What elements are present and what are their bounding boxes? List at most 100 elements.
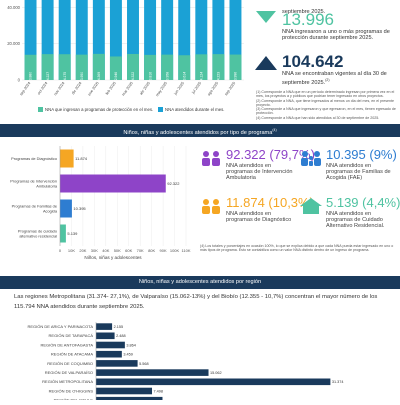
y-tick-label: REGIÓN DE TARAPACÁ <box>49 333 94 338</box>
y-tick-label: 20.000 <box>7 41 20 46</box>
up-arrow-icon <box>255 56 277 75</box>
section-programa-title: Niños, niñas y adolescentes atendidos po… <box>123 129 273 136</box>
mid-stat-diagnostico: 11.874 (10,3%) NNA atendidos en programa… <box>200 196 314 246</box>
bar-value-label: 13.816 <box>148 72 152 82</box>
bar-atendidos <box>24 0 37 80</box>
bar-value-label: 13.614 <box>182 72 186 82</box>
bar-region <box>96 323 113 330</box>
ingresos-value: 13.996 <box>282 10 334 29</box>
bar-value-label: 13.880 <box>29 72 33 82</box>
bar-atendidos <box>161 0 174 80</box>
bar-ingresos <box>178 55 191 80</box>
top-stat-vigentes: 104.642 NNA se encontraban vigentes al d… <box>282 53 398 87</box>
y-tick-label: REGIÓN DE COQUIMBO <box>47 361 93 366</box>
bar-value-label: 10.395 <box>73 206 86 211</box>
x-tick-label: 0 <box>59 248 62 253</box>
top-stat-ingresos: 13.996 NNA ingresaron a uno o más progra… <box>282 11 398 42</box>
note-mid: (4) Los totales y porcentajes en ocasión… <box>200 244 394 253</box>
ambulatoria-desc: NNA atendidos en programas de Intervenci… <box>226 163 293 182</box>
bar-value-label: 14.124 <box>200 72 204 82</box>
bar-ingresos <box>161 54 174 80</box>
x-tick-label: 40K <box>102 248 109 253</box>
y-tick-label: Programas de Diagnóstico <box>11 156 57 161</box>
x-tick-label: ene 2025 <box>87 81 99 96</box>
section-banner-region: Niños, niñas y adolescentes atendidos po… <box>0 276 400 289</box>
top-stat-period-text: septiembre 2025. <box>282 9 326 15</box>
bar-ingresos <box>144 54 157 80</box>
bar-value-label: 14.223 <box>217 72 221 82</box>
y-tick-label: REGIÓN DE ATACAMA <box>51 352 93 357</box>
x-tick-label: 100K <box>170 248 180 253</box>
bar-region <box>96 387 153 395</box>
bar-region <box>96 350 122 358</box>
bar-programa <box>60 199 72 218</box>
people-icon <box>202 151 220 166</box>
ingresos-desc: NNA ingresaron a uno o más programas de … <box>282 29 390 42</box>
bar-value-label: 3.864 <box>126 343 136 347</box>
bar-ingresos <box>41 54 54 80</box>
top-stat-period: septiembre 2025. <box>282 0 398 18</box>
y-tick-label: Programas de Intervención Ambulatoria <box>10 179 58 189</box>
y-tick-label: REGIÓN METROPOLITANA <box>42 379 93 384</box>
x-tick-label: 80K <box>148 248 155 253</box>
x-tick-label: 90K <box>160 248 167 253</box>
people-icon <box>202 199 220 214</box>
fae-value: 10.395 (9%) <box>326 147 397 162</box>
y-tick-label: 40.000 <box>7 5 20 10</box>
vigentes-desc: NNA se encontraban vigentes al día 30 de… <box>282 71 387 87</box>
x-tick-label: jul 2025 <box>191 81 202 95</box>
legend-swatch-atendidos <box>158 107 163 112</box>
y-tick-label: REGIÓN DE O'HIGGINS <box>49 388 94 393</box>
bar-ingresos <box>127 53 139 80</box>
bar-ingresos <box>24 54 37 80</box>
bar-atendidos <box>109 0 122 81</box>
x-tick-label: 50K <box>114 248 121 253</box>
y-tick-label: REGIÓN DE ANTOFAGASTA <box>40 342 93 347</box>
bar-value-label: 92.322 <box>167 181 180 186</box>
y-tick-label: Programas de Familias de Acogida <box>12 204 58 214</box>
house-icon <box>300 198 322 214</box>
bar-ingresos <box>75 54 88 80</box>
diagnostico-value: 11.874 (10,3%) <box>226 195 314 210</box>
x-tick-label: 70K <box>137 248 144 253</box>
bar-ingresos <box>109 56 122 80</box>
fae-desc: NNA atendidos en programas de Familias d… <box>326 163 391 182</box>
mid-stat-ambulatoria: 92.322 (79,7%) NNA atendidos en programa… <box>200 148 315 198</box>
mid-stat-fae: 10.395 (9%) NNA atendidos en programas d… <box>300 148 398 198</box>
bar-ingresos <box>195 54 208 80</box>
bar-atendidos <box>92 0 105 80</box>
bar-region <box>96 341 125 349</box>
bar-programa <box>60 174 166 193</box>
vigentes-value: 104.642 <box>282 52 344 71</box>
y-tick-label: Programas de cuidado alternativo residenc… <box>18 229 57 239</box>
legend-label-ingresos: NNA que ingresan a programas de protecci… <box>45 107 153 112</box>
bar-programa <box>60 224 66 243</box>
bar-atendidos <box>144 0 157 80</box>
x-tick-label: 60K <box>125 248 132 253</box>
x-tick-label: may 2025 <box>155 81 168 97</box>
bar-value-label: 2.488 <box>116 334 126 338</box>
bar-region <box>96 360 138 367</box>
bar-value-label: 13.950 <box>80 72 84 82</box>
chart-bottom-panel: 2.155 REGIÓN DE ARICA Y PARINACOTA 2.488 RE… <box>0 318 400 404</box>
bar-value-label: 5.139 <box>67 231 78 236</box>
bar-value-label: 12.946 <box>114 72 118 82</box>
x-tick-label: ago 2025 <box>207 81 219 96</box>
bar-value-label: 11.874 <box>75 156 88 161</box>
bar-value-label: 5.568 <box>139 362 149 366</box>
residencial-value: 5.139 (4,4%) <box>326 195 400 210</box>
x-axis-title: Niños, niñas y adolescentes <box>84 255 142 260</box>
x-tick-label: feb 2025 <box>105 81 117 95</box>
bar-atendidos <box>127 0 139 80</box>
bar-region <box>96 378 331 386</box>
section-region-title: Niños, niñas y adolescentes atendidos po… <box>138 279 262 285</box>
bar-region <box>96 369 209 376</box>
chart-mid: 0 10K 20K 30K 40K 50K 60K 70K 80K 90K 100K 110K Niño… <box>10 146 191 260</box>
legend-label-atendidos: NNA atendidos durante el mes. <box>165 107 224 112</box>
bar-region <box>96 332 115 340</box>
residencial-desc: NNA atendidos en programas de Cuidado Al… <box>326 211 385 230</box>
y-tick-label: REGIÓN DE ARICA Y PARINACOTA <box>28 324 94 329</box>
bar-value-label: 31.374 <box>332 380 344 384</box>
